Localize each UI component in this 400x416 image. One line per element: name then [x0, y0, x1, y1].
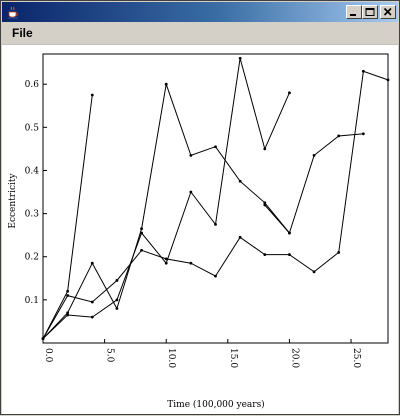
x-tick-label: 5.0	[105, 348, 115, 363]
maximize-button[interactable]	[362, 5, 378, 19]
data-point	[115, 298, 119, 302]
data-point	[140, 248, 143, 252]
series-line-1	[42, 94, 93, 339]
data-point	[90, 315, 94, 319]
data-point	[189, 153, 193, 157]
data-point	[90, 300, 94, 304]
data-point	[312, 153, 316, 157]
data-point	[238, 179, 242, 183]
data-point	[214, 145, 217, 149]
close-button[interactable]	[380, 5, 396, 19]
series-line-4	[42, 70, 389, 339]
x-tick-label: 15.0	[228, 348, 238, 368]
title-bar[interactable]	[2, 2, 398, 22]
data-point	[66, 294, 70, 297]
data-point	[90, 93, 94, 97]
minimize-button[interactable]	[346, 5, 362, 19]
menu-file[interactable]: File	[12, 26, 33, 40]
x-tick-label: 0.0	[43, 348, 53, 363]
close-icon	[383, 7, 392, 16]
data-point	[312, 270, 316, 274]
y-tick-label: 0.6	[25, 80, 40, 90]
data-point	[238, 235, 242, 239]
data-point	[189, 261, 193, 265]
series-line-2	[42, 84, 290, 340]
data-point	[288, 253, 291, 256]
data-point	[164, 82, 168, 86]
data-point	[337, 134, 341, 138]
data-point	[66, 289, 70, 293]
data-point	[164, 257, 168, 261]
data-point	[115, 279, 119, 282]
data-point	[337, 251, 341, 254]
data-point	[115, 307, 119, 310]
data-point	[263, 203, 267, 207]
data-point	[140, 227, 143, 231]
minimize-icon	[350, 14, 356, 16]
y-tick-label: 0.2	[25, 253, 39, 263]
data-point	[263, 253, 267, 256]
data-point	[140, 231, 143, 235]
data-point	[288, 231, 291, 235]
menu-bar: File	[2, 22, 398, 45]
x-axis-title: Time (100,000 years)	[167, 399, 264, 410]
data-point	[41, 337, 45, 341]
data-point	[263, 201, 267, 205]
series-group	[41, 56, 390, 341]
x-axis: 0.0 5.0 10.0 15.0 20.0 25.0	[42, 339, 361, 368]
data-point	[66, 311, 70, 315]
data-point	[66, 313, 70, 317]
data-point	[164, 261, 168, 265]
data-point	[263, 147, 267, 151]
y-tick-label: 0.1	[25, 296, 39, 306]
data-point	[361, 69, 365, 73]
x-tick-label: 10.0	[166, 348, 176, 368]
y-tick-label: 0.5	[25, 123, 40, 133]
x-tick-label: 20.0	[289, 348, 299, 368]
java-cup-icon	[8, 6, 19, 19]
data-point	[386, 78, 390, 82]
data-point	[238, 56, 242, 60]
plot-panel	[2, 45, 398, 414]
series-line-3	[42, 58, 290, 340]
y-axis-title: Eccentricity	[8, 172, 18, 228]
y-tick-label: 0.3	[25, 210, 40, 220]
y-axis: 0.1 0.2 0.3 0.4 0.5 0.6	[25, 80, 47, 306]
data-point	[288, 91, 291, 95]
x-tick-label: 25.0	[351, 348, 361, 368]
data-point	[361, 132, 365, 136]
data-point	[214, 274, 217, 278]
data-point	[214, 222, 217, 226]
maximize-icon	[365, 8, 375, 16]
data-point	[90, 261, 94, 265]
data-point	[189, 190, 193, 194]
plot-frame	[42, 53, 389, 344]
y-tick-label: 0.4	[25, 166, 40, 176]
